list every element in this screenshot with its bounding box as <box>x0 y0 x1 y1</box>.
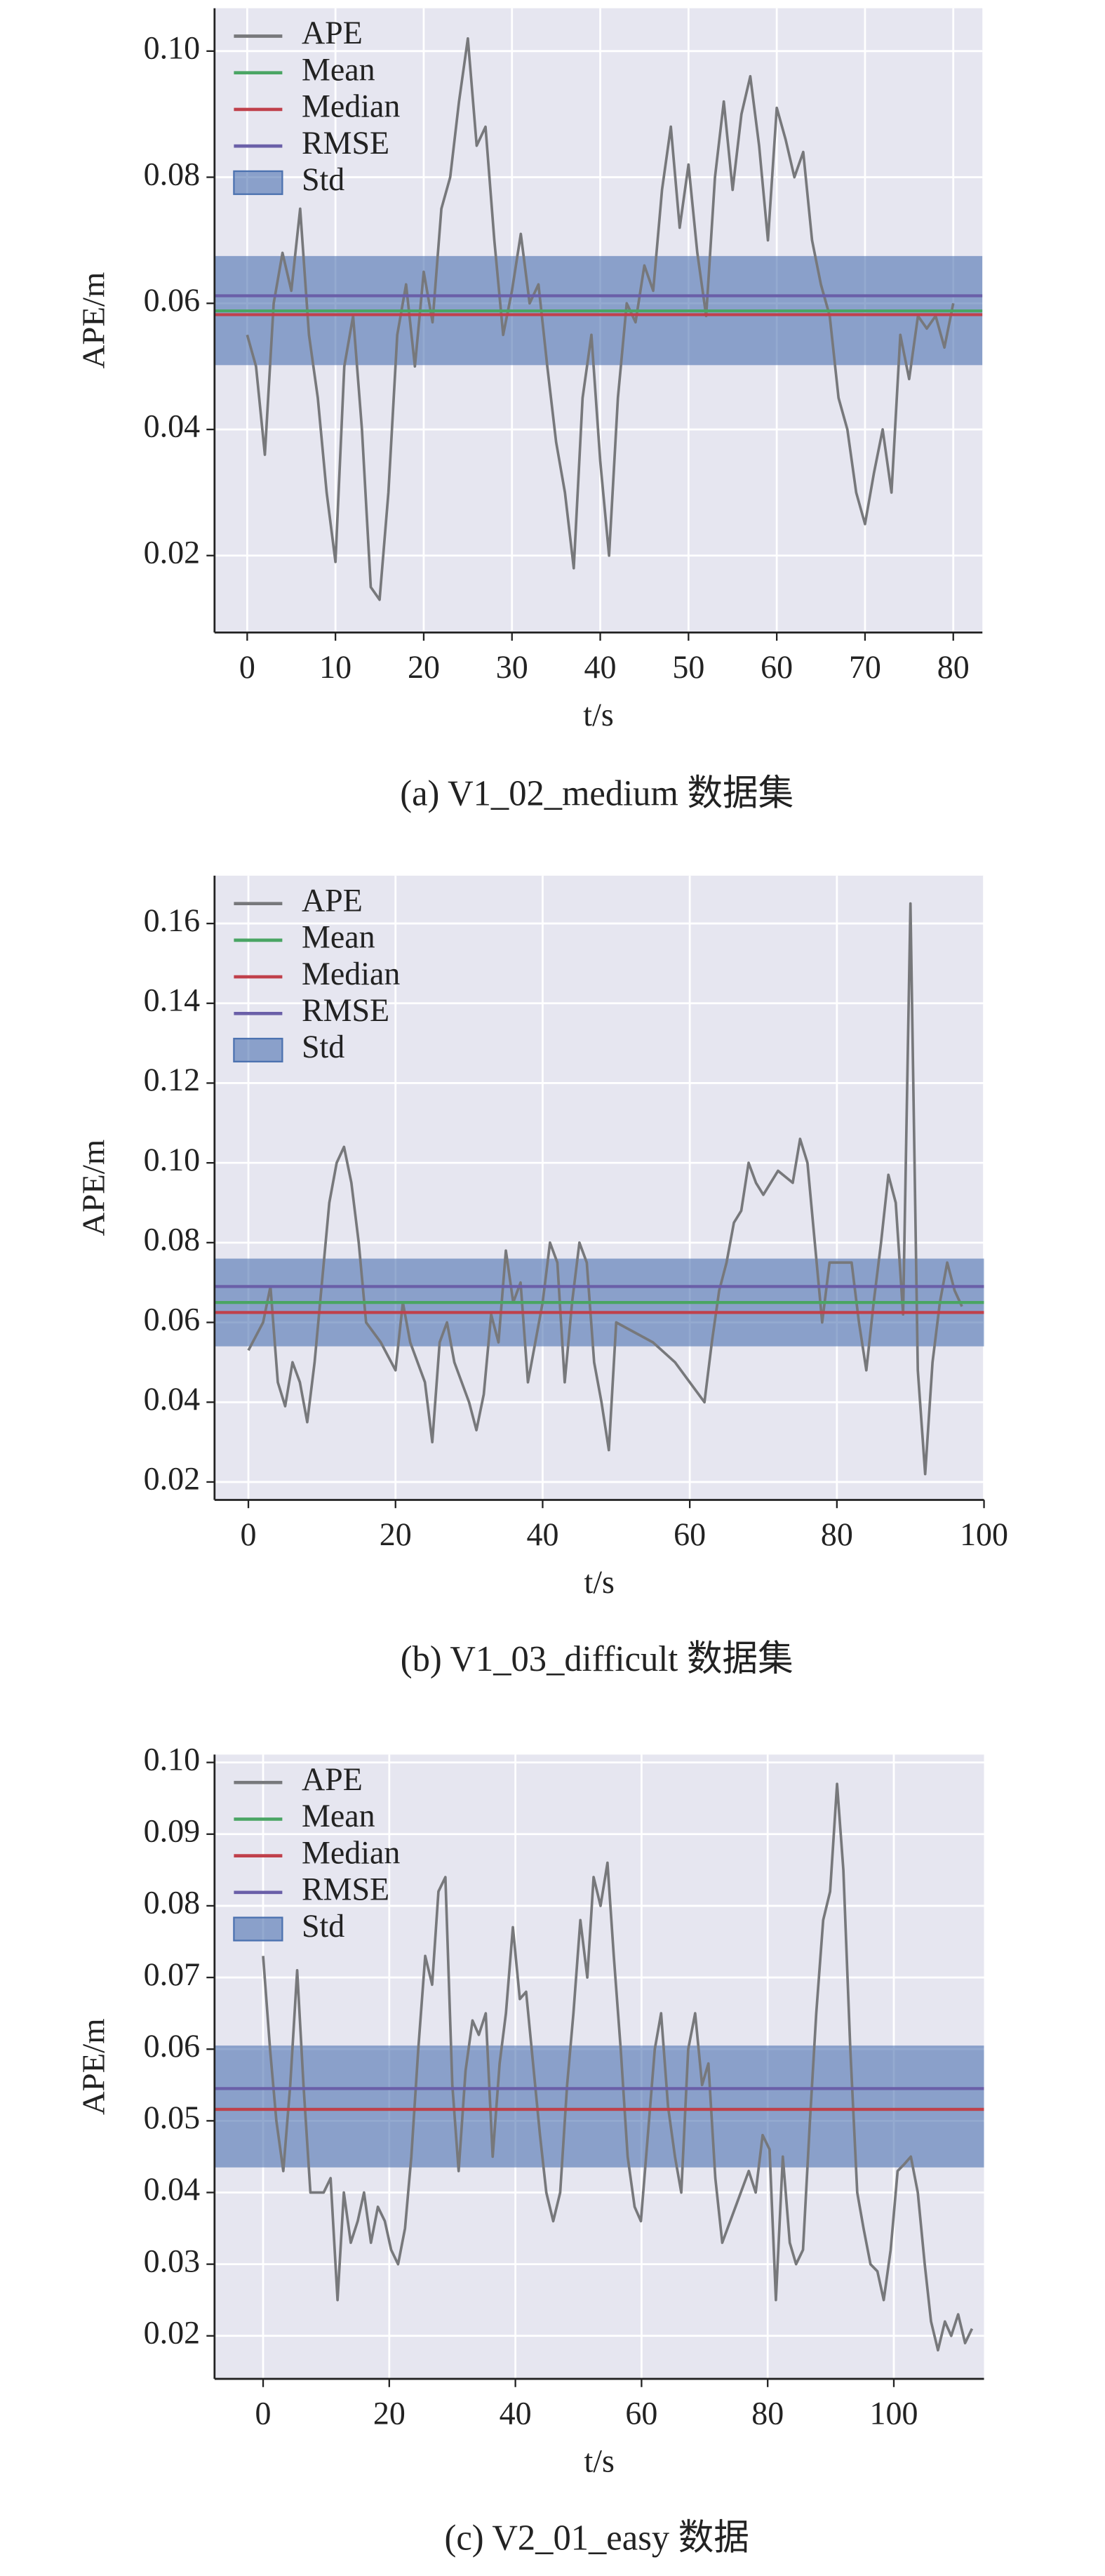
legend-label: Median <box>302 1835 400 1871</box>
y-axis-label: APE/m <box>76 2018 112 2115</box>
caption: (b) V1_03_difficult 数据集 <box>401 1640 793 1680</box>
x-tick-label: 30 <box>496 650 528 686</box>
x-tick-label: 20 <box>408 650 440 686</box>
x-tick-label: 100 <box>960 1517 1008 1553</box>
legend-label: Median <box>302 956 400 992</box>
x-tick-label: 80 <box>821 1517 853 1553</box>
y-tick-label: 0.04 <box>144 2172 200 2208</box>
x-tick-label: 80 <box>937 650 970 686</box>
x-tick-label: 60 <box>674 1517 706 1553</box>
x-tick-label: 40 <box>584 650 617 686</box>
x-tick-label: 50 <box>672 650 704 686</box>
legend-label: Mean <box>302 52 375 88</box>
ape-line <box>262 1782 974 2352</box>
legend-label: Std <box>302 1908 344 1944</box>
x-tick-label: 70 <box>849 650 881 686</box>
ape-line <box>246 36 955 601</box>
y-tick-label: 0.05 <box>144 2100 200 2136</box>
legend-label: APE <box>302 883 363 919</box>
legend-label: RMSE <box>302 126 389 161</box>
x-tick-label: 20 <box>380 1517 412 1553</box>
legend-label: APE <box>302 1762 363 1798</box>
ape-line <box>247 902 963 1476</box>
y-tick-label: 0.02 <box>144 1461 200 1497</box>
y-tick-label: 0.07 <box>144 1956 200 1992</box>
y-tick-label: 0.03 <box>144 2243 200 2279</box>
y-tick-label: 0.08 <box>144 156 200 192</box>
y-tick-label: 0.04 <box>144 408 200 444</box>
legend-label: RMSE <box>302 993 389 1029</box>
y-tick-label: 0.09 <box>144 1813 200 1849</box>
y-axis-label: APE/m <box>76 272 112 369</box>
x-tick-label: 80 <box>751 2396 784 2431</box>
plot-area <box>214 1782 984 2352</box>
y-tick-label: 0.14 <box>144 982 200 1018</box>
x-axis-label: t/s <box>583 697 613 733</box>
x-axis-label: t/s <box>584 2443 614 2479</box>
y-tick-label: 0.06 <box>144 283 200 319</box>
chart: 0 20 40 60 80 100 0.02 0.04 0.06 0.08 0.10 0.12 0.14… <box>76 875 1008 1680</box>
x-tick-label: 20 <box>373 2396 406 2431</box>
y-tick-label: 0.10 <box>144 1742 200 1777</box>
chart: 0 20 40 60 80 100 0.02 0.03 0.04 0.05 0.06 0.07 0.08… <box>76 1742 984 2558</box>
x-tick-label: 60 <box>761 650 793 686</box>
x-tick-label: 10 <box>319 650 351 686</box>
y-tick-label: 0.10 <box>144 1142 200 1178</box>
plot-area <box>214 902 984 1476</box>
legend-label: Median <box>302 88 400 124</box>
y-tick-label: 0.16 <box>144 902 200 938</box>
legend-swatch <box>233 1037 283 1063</box>
x-tick-label: 0 <box>239 650 255 686</box>
y-axis-label: APE/m <box>76 1140 112 1236</box>
y-tick-label: 0.02 <box>144 2315 200 2351</box>
y-tick-label: 0.06 <box>144 1302 200 1337</box>
plot-area <box>214 36 983 601</box>
y-tick-label: 0.08 <box>144 1222 200 1257</box>
y-tick-label: 0.04 <box>144 1382 200 1417</box>
caption: (c) V2_01_easy 数据 <box>445 2518 749 2558</box>
chart: 0 10 20 30 40 50 60 70 80 0.02 0.04 0.06 0.08 0.10 t/s… <box>76 8 983 814</box>
legend-swatch <box>233 1916 283 1942</box>
x-tick-label: 40 <box>500 2396 532 2431</box>
x-tick-label: 0 <box>255 2396 272 2431</box>
y-tick-label: 0.02 <box>144 535 200 570</box>
x-tick-label: 40 <box>526 1517 558 1553</box>
legend-label: APE <box>302 15 363 51</box>
x-tick-label: 0 <box>241 1517 257 1553</box>
y-tick-label: 0.06 <box>144 2029 200 2064</box>
caption: (a) V1_02_medium 数据集 <box>400 774 793 814</box>
x-axis-label: t/s <box>584 1565 614 1601</box>
legend-label: RMSE <box>302 1871 389 1907</box>
legend-label: Std <box>302 162 344 198</box>
std-band <box>214 2046 984 2168</box>
y-tick-label: 0.12 <box>144 1062 200 1098</box>
legend-swatch <box>233 170 283 195</box>
x-tick-label: 60 <box>625 2396 657 2431</box>
legend-label: Mean <box>302 1798 375 1834</box>
x-tick-label: 100 <box>870 2396 918 2431</box>
legend-label: Std <box>302 1029 344 1065</box>
legend-label: Mean <box>302 919 375 955</box>
y-tick-label: 0.08 <box>144 1885 200 1921</box>
y-tick-label: 0.10 <box>144 30 200 66</box>
